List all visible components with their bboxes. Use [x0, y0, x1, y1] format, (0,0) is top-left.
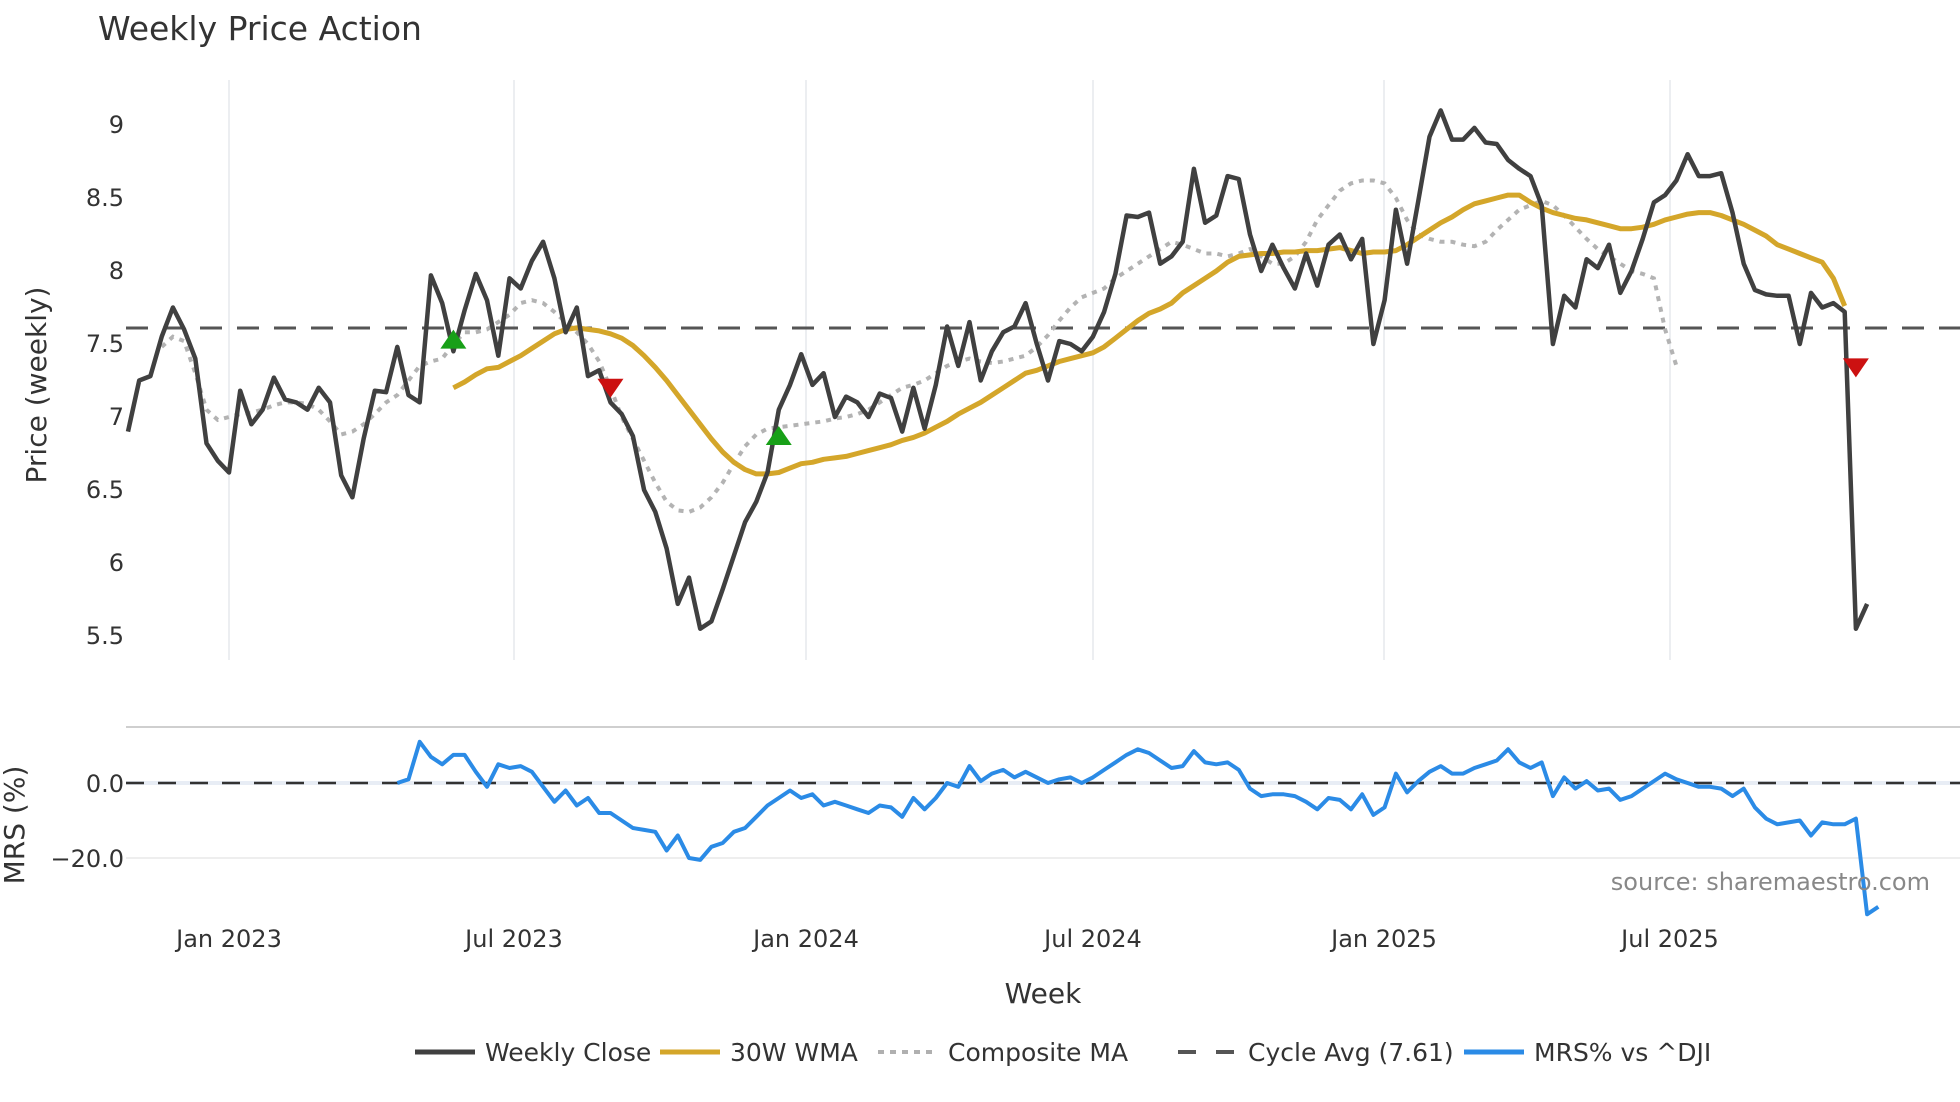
signal-markers — [440, 329, 1869, 445]
x-tick-label: Jul 2024 — [1042, 925, 1142, 953]
sell-signal-icon — [1842, 358, 1869, 378]
composite-ma-line — [160, 178, 1679, 514]
legend-label: Composite MA — [948, 1038, 1128, 1067]
x-axis-label: Week — [1005, 977, 1082, 1010]
price-tick-label: 8 — [109, 257, 124, 285]
x-axis-ticks: Jan 2023 Jul 2023 Jan 2024 Jul 2024 Jan 2025… — [174, 925, 1719, 953]
x-tick-label: Jul 2023 — [463, 925, 563, 953]
buy-signal-icon — [765, 425, 792, 445]
source-note: source: sharemaestro.com — [1611, 868, 1930, 896]
price-tick-label: 5.5 — [86, 622, 124, 650]
price-tick-label: 7.5 — [86, 330, 124, 358]
chart-title: Weekly Price Action — [98, 9, 422, 48]
legend-label: Cycle Avg (7.61) — [1248, 1038, 1454, 1067]
sell-signal-icon — [597, 378, 624, 398]
x-tick-label: Jan 2024 — [751, 925, 859, 953]
x-tick-label: Jan 2025 — [1329, 925, 1437, 953]
x-tick-label: Jul 2025 — [1619, 925, 1719, 953]
wma-30w-line — [452, 192, 1848, 477]
legend-label: Weekly Close — [485, 1038, 651, 1067]
price-y-ticks: 9 8.5 8 7.5 7 6.5 6 5.5 — [86, 111, 124, 650]
mrs-gridlines: 0.0 −20.0 — [50, 770, 1960, 873]
buy-signal-icon — [440, 329, 467, 349]
price-tick-label: 7 — [109, 403, 124, 431]
legend-label: 30W WMA — [730, 1038, 858, 1067]
x-tick-label: Jan 2023 — [174, 925, 282, 953]
price-tick-label: 6.5 — [86, 476, 124, 504]
mrs-line — [396, 739, 1880, 917]
mrs-tick-label: −20.0 — [50, 845, 124, 873]
legend-label: MRS% vs ^DJI — [1534, 1038, 1711, 1067]
mrs-y-axis-label: MRS (%) — [0, 766, 31, 885]
price-tick-label: 8.5 — [86, 184, 124, 212]
weekly-close-line — [125, 108, 1870, 631]
mrs-tick-label: 0.0 — [86, 770, 124, 798]
price-y-axis-label: Price (weekly) — [20, 287, 53, 484]
legend: Weekly Close 30W WMA Composite MA Cycle Avg… — [415, 1038, 1711, 1067]
price-tick-label: 9 — [109, 111, 124, 139]
x-gridlines — [228, 80, 1671, 660]
price-tick-label: 6 — [109, 549, 124, 577]
